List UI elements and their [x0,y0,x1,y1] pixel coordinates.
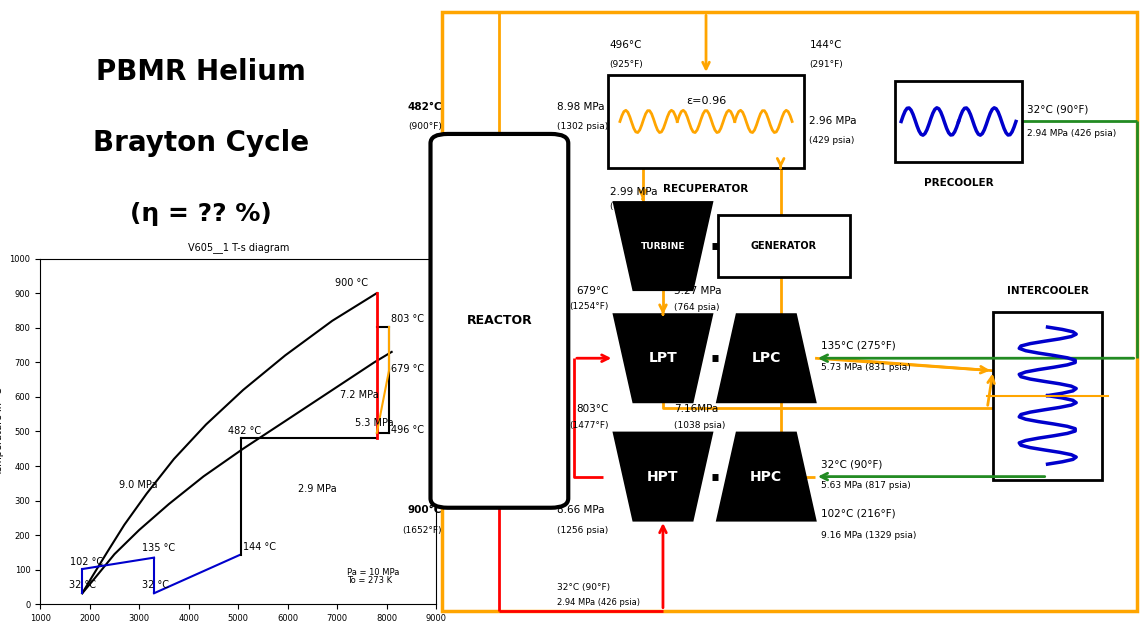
Text: 135°C (275°F): 135°C (275°F) [821,341,895,351]
Text: PRECOOLER: PRECOOLER [924,178,993,188]
Bar [608,75,804,168]
Text: 7.2 MPa: 7.2 MPa [340,390,379,401]
Text: HPT: HPT [647,470,678,483]
Text: (291°F): (291°F) [809,60,843,69]
Text: 9.16 MPa (1329 psia): 9.16 MPa (1329 psia) [821,531,916,540]
Text: (429 psia): (429 psia) [809,136,855,145]
Text: 2.94 MPa (426 psia): 2.94 MPa (426 psia) [557,599,639,607]
Text: 5.3 MPa: 5.3 MPa [355,418,393,428]
Text: 5.63 MPa (817 psia): 5.63 MPa (817 psia) [821,482,910,490]
Text: 135 °C: 135 °C [141,543,174,553]
Text: 102 °C: 102 °C [70,557,103,567]
Text: 2.9 MPa: 2.9 MPa [297,483,336,493]
Text: 482 °C: 482 °C [228,426,262,435]
Text: (1302 psia): (1302 psia) [557,122,608,131]
Text: 482°C: 482°C [408,102,442,112]
Text: 144 °C: 144 °C [243,543,277,553]
Text: 2.94 MPa (426 psia): 2.94 MPa (426 psia) [1027,130,1117,138]
Text: INTERCOOLER: INTERCOOLER [1007,286,1088,296]
FancyBboxPatch shape [430,134,568,508]
Text: 8.98 MPa: 8.98 MPa [557,102,604,112]
Text: TURBINE: TURBINE [641,242,685,250]
Y-axis label: Temperature in °C: Temperature in °C [0,387,3,476]
Text: ε=0.96: ε=0.96 [685,96,727,106]
Polygon shape [718,315,815,402]
Text: (1256 psia): (1256 psia) [557,526,608,535]
Text: 32 °C: 32 °C [69,581,96,591]
Text: 5.73 MPa (831 psia): 5.73 MPa (831 psia) [821,363,910,372]
Text: 900 °C: 900 °C [335,278,369,288]
Polygon shape [718,433,815,520]
Polygon shape [614,433,712,520]
Polygon shape [614,315,712,402]
Text: GENERATOR: GENERATOR [751,241,816,251]
Text: 2.99 MPa: 2.99 MPa [610,187,657,197]
Text: RECUPERATOR: RECUPERATOR [664,184,748,194]
Bar [442,12,1137,611]
Text: 5.27 MPa: 5.27 MPa [675,286,722,296]
Text: To = 273 K: To = 273 K [347,576,393,585]
Text: 496°C: 496°C [610,40,642,50]
Text: Pa = 10 MPa: Pa = 10 MPa [347,568,400,577]
Text: 32°C (90°F): 32°C (90°F) [1027,104,1088,114]
Text: PBMR Helium: PBMR Helium [96,58,305,85]
Text: (1652°F): (1652°F) [403,526,442,535]
Text: (1254°F): (1254°F) [569,303,608,312]
Title: V605__1 T-s diagram: V605__1 T-s diagram [187,242,289,253]
Text: (925°F): (925°F) [610,60,643,69]
Text: REACTOR: REACTOR [466,315,533,327]
Text: (434 psia): (434 psia) [610,202,656,211]
Text: 900°C: 900°C [408,505,442,515]
Text: 679°C: 679°C [576,286,608,296]
Text: 144°C: 144°C [809,40,841,50]
Text: HPC: HPC [751,470,782,483]
Bar [718,215,850,277]
Text: Brayton Cycle: Brayton Cycle [93,129,309,156]
Polygon shape [614,202,712,290]
Text: 7.16MPa: 7.16MPa [675,404,719,414]
Bar [993,312,1102,480]
Text: 9.0 MPa: 9.0 MPa [119,480,158,490]
Text: (1038 psia): (1038 psia) [675,421,726,430]
Text: 102°C (216°F): 102°C (216°F) [821,509,895,519]
Text: 32 °C: 32 °C [141,581,169,591]
Text: 32°C (90°F): 32°C (90°F) [821,459,882,469]
Bar [895,81,1022,162]
Text: 2.96 MPa: 2.96 MPa [809,117,856,126]
Text: (900°F): (900°F) [408,122,442,131]
Text: 496 °C: 496 °C [390,425,424,435]
Text: 803 °C: 803 °C [390,314,424,324]
Text: LPT: LPT [649,351,677,365]
Text: (1477°F): (1477°F) [569,421,608,430]
Text: (764 psia): (764 psia) [675,303,720,312]
Text: 32°C (90°F): 32°C (90°F) [557,583,610,592]
Text: (η = ?? %): (η = ?? %) [130,202,272,226]
Text: LPC: LPC [752,351,781,365]
Text: 8.66 MPa: 8.66 MPa [557,505,604,515]
Text: 803°C: 803°C [576,404,608,414]
Text: 679 °C: 679 °C [390,364,424,374]
